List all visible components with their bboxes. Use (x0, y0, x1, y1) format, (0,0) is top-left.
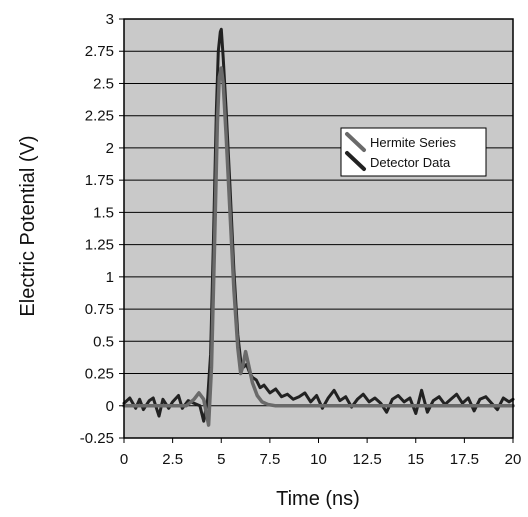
legend-label-hermite-series: Hermite Series (370, 135, 456, 150)
legend-swatch-detector-data (345, 151, 366, 171)
y-tick-label: 2.25 (85, 108, 114, 125)
y-tick-label: 0.5 (93, 333, 114, 350)
y-tick-label: 3 (106, 11, 114, 28)
x-tick-label: 10 (310, 451, 327, 468)
y-tick-label: 1.5 (93, 204, 114, 221)
legend-label-detector-data: Detector Data (370, 155, 451, 170)
y-tick-label: 2 (106, 140, 114, 157)
series-layer (122, 27, 515, 427)
y-tick-label: -0.25 (80, 430, 114, 447)
y-tick-label: 2.75 (85, 43, 114, 60)
x-tick-label: 7.5 (259, 451, 280, 468)
x-tick-label: 17.5 (450, 451, 479, 468)
y-tick-label: 0 (106, 398, 114, 415)
y-tick-label: 2.5 (93, 75, 114, 92)
x-tick-label: 20 (505, 451, 522, 468)
plot-area (124, 19, 513, 438)
legend-swatch-hermite-series (345, 132, 366, 152)
y-tick-label: 1 (106, 269, 114, 286)
x-tick-label: 5 (217, 451, 225, 468)
series-line-hermite-series (122, 66, 515, 427)
x-tick-label: 12.5 (353, 451, 382, 468)
y-tick-label: 1.75 (85, 172, 114, 189)
x-axis-title: Time (ns) (276, 488, 360, 510)
x-tick-label: 2.5 (162, 451, 183, 468)
y-axis-ticks: 3 2.75 2.5 2.25 2 1.75 1.5 1.25 1 0.75 0.5 0.25 0 -0.… (80, 11, 124, 447)
x-tick-label: 15 (407, 451, 424, 468)
y-tick-label: 1.25 (85, 237, 114, 254)
y-tick-label: 0.25 (85, 366, 114, 383)
x-axis-ticks: 0 2.5 5 7.5 10 12.5 15 17.5 20 (120, 438, 522, 468)
series-line-detector-data (122, 27, 515, 423)
x-tick-label: 0 (120, 451, 128, 468)
legend: Hermite Series Detector Data (340, 127, 487, 177)
y-tick-label: 0.75 (85, 301, 114, 318)
y-axis-title: Electric Potential (V) (17, 135, 39, 316)
